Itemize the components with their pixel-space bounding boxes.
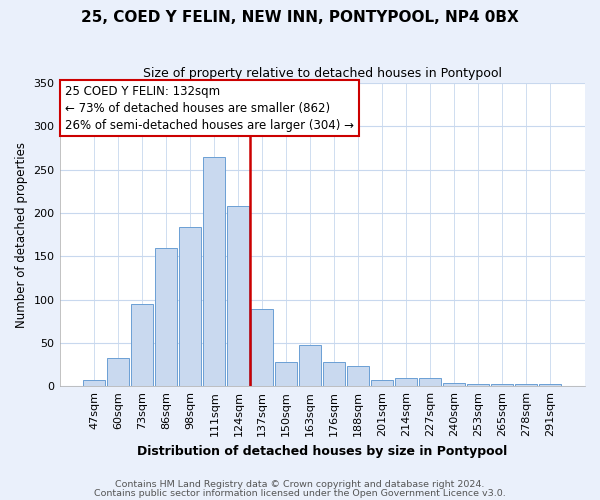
- X-axis label: Distribution of detached houses by size in Pontypool: Distribution of detached houses by size …: [137, 444, 508, 458]
- Bar: [395, 378, 417, 386]
- Bar: [371, 380, 393, 386]
- Bar: [227, 206, 250, 386]
- Bar: [539, 384, 561, 386]
- Bar: [515, 384, 537, 386]
- Bar: [419, 378, 441, 386]
- Text: Contains public sector information licensed under the Open Government Licence v3: Contains public sector information licen…: [94, 488, 506, 498]
- Bar: [131, 304, 154, 386]
- Bar: [107, 358, 130, 386]
- Bar: [467, 384, 489, 386]
- Bar: [323, 362, 345, 386]
- Bar: [83, 380, 106, 386]
- Bar: [491, 384, 513, 386]
- Bar: [203, 156, 226, 386]
- Bar: [347, 366, 369, 386]
- Title: Size of property relative to detached houses in Pontypool: Size of property relative to detached ho…: [143, 68, 502, 80]
- Bar: [251, 309, 274, 386]
- Text: 25 COED Y FELIN: 132sqm
← 73% of detached houses are smaller (862)
26% of semi-d: 25 COED Y FELIN: 132sqm ← 73% of detache…: [65, 84, 354, 132]
- Text: Contains HM Land Registry data © Crown copyright and database right 2024.: Contains HM Land Registry data © Crown c…: [115, 480, 485, 489]
- Bar: [155, 248, 178, 386]
- Bar: [179, 227, 202, 386]
- Bar: [443, 382, 465, 386]
- Bar: [275, 362, 298, 386]
- Text: 25, COED Y FELIN, NEW INN, PONTYPOOL, NP4 0BX: 25, COED Y FELIN, NEW INN, PONTYPOOL, NP…: [81, 10, 519, 25]
- Bar: [299, 346, 322, 386]
- Y-axis label: Number of detached properties: Number of detached properties: [15, 142, 28, 328]
